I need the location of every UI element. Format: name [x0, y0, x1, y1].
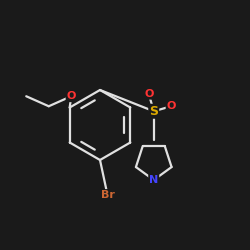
Text: S: S: [149, 105, 158, 118]
Text: Br: Br: [100, 190, 114, 200]
Text: O: O: [144, 89, 154, 99]
Text: N: N: [149, 175, 158, 185]
Text: O: O: [66, 91, 76, 101]
Text: O: O: [166, 101, 176, 111]
